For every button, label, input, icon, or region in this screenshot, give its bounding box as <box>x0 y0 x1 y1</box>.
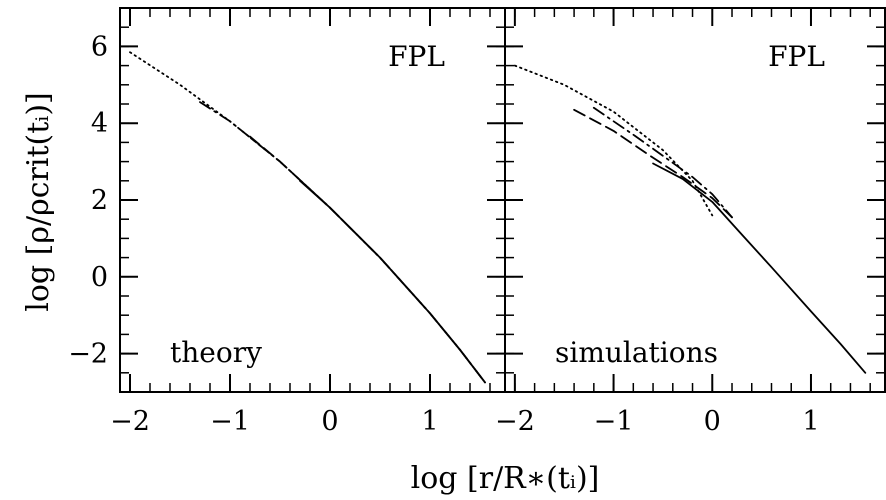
series-line-dotted <box>514 64 714 217</box>
panel-label: FPL <box>388 40 445 73</box>
x-tick-label: −1 <box>210 406 250 437</box>
series-line-dashed <box>249 135 486 384</box>
series-line-solid <box>652 162 867 374</box>
panel-simulations: −2 −1 0 1 FPL simulations <box>495 7 886 437</box>
x-tick-label: 1 <box>802 406 819 437</box>
panel-theory: −2 −1 0 1 −2 0 2 4 6 FPL theory <box>68 7 506 437</box>
series-line-dotted <box>129 51 486 384</box>
series-line-dashed <box>573 108 733 219</box>
panel-label: FPL <box>768 40 825 73</box>
x-tick-label: 1 <box>421 406 438 437</box>
y-tick-label: −2 <box>68 339 108 370</box>
x-tick-label: −2 <box>110 406 150 437</box>
y-tick-label: 4 <box>91 108 108 139</box>
x-tick-label: 0 <box>321 406 338 437</box>
y-tick-label: 6 <box>91 31 108 62</box>
x-tick-label: −1 <box>594 406 634 437</box>
plot-frame <box>504 7 886 393</box>
minor-ticks <box>505 8 885 392</box>
series-line-solid <box>299 179 486 384</box>
x-tick-label: −2 <box>495 406 535 437</box>
corner-label: simulations <box>555 336 718 369</box>
y-tick-label: 0 <box>91 262 108 293</box>
x-tick-label: 0 <box>704 406 721 437</box>
corner-label: theory <box>170 336 262 369</box>
x-axis-label: log [r/R∗(tᵢ)] <box>411 461 600 496</box>
y-tick-label: 2 <box>91 185 108 216</box>
y-axis-label: log [ρ/ρcrit(tᵢ)] <box>21 92 56 311</box>
series-line-dashdot <box>592 106 733 219</box>
